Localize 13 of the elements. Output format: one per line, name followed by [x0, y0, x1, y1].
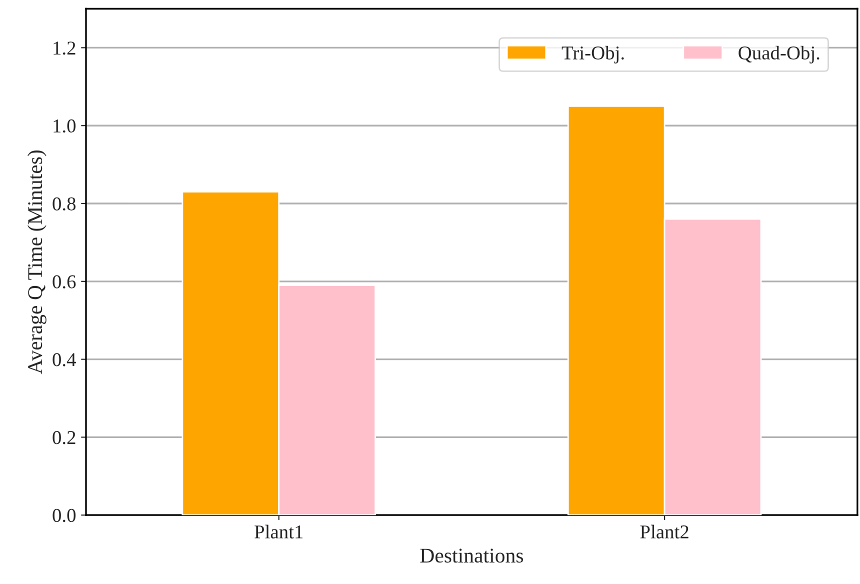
x-axis-title: Destinations: [420, 548, 524, 563]
legend-label: Tri-Obj.: [562, 46, 624, 64]
x-tick-label: Plant2: [640, 524, 688, 538]
y-tick-label: 0.2: [52, 431, 76, 444]
y-tick-label: 0.4: [52, 353, 76, 366]
y-tick-label: 1.2: [54, 42, 76, 55]
y-tick-label: 0.6: [52, 275, 76, 288]
y-tick-label: 0.0: [52, 508, 76, 522]
legend-label: Quad-Obj.: [738, 46, 820, 64]
x-tick-label: Plant1: [254, 524, 303, 538]
y-tick-label: 1.0: [54, 119, 76, 133]
y-axis-title: Average Q Time (Minutes): [27, 150, 46, 374]
y-tick-label: 0.8: [52, 197, 76, 211]
